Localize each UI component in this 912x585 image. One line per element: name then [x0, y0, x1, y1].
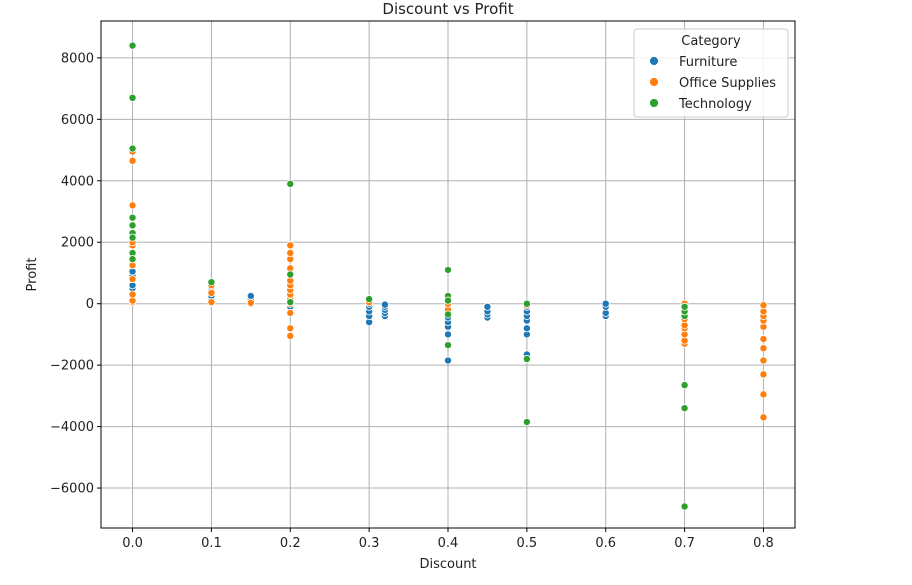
legend-box [633, 28, 789, 118]
y-tick-label: 0 [86, 297, 94, 312]
data-point [128, 255, 137, 264]
x-tick-label: 0.5 [517, 536, 538, 551]
x-tick-label: 0.2 [280, 536, 301, 551]
data-point [128, 41, 137, 50]
legend-item-furniture: Furniture [649, 55, 737, 70]
data-point [680, 302, 689, 311]
data-point [759, 344, 768, 353]
x-tick-label: 0.1 [201, 536, 222, 551]
data-point [207, 298, 216, 307]
legend-marker [649, 56, 659, 66]
data-point [286, 270, 295, 279]
legend-label: Technology [678, 97, 752, 112]
y-tick-label: 4000 [61, 174, 94, 189]
data-point [286, 331, 295, 340]
x-axis-label: Discount [419, 557, 476, 572]
data-point [680, 404, 689, 413]
legend-label: Office Supplies [679, 76, 776, 91]
x-tick-label: 0.7 [674, 536, 695, 551]
data-point [759, 370, 768, 379]
legend-marker [649, 77, 659, 87]
data-point [680, 381, 689, 390]
data-point [286, 248, 295, 257]
y-axis-ticks: 8000 6000 4000 2000 0 −2000 −4000 −6000 [50, 51, 101, 497]
data-point [522, 299, 531, 308]
data-point [443, 341, 452, 350]
data-points [128, 41, 768, 511]
legend-marker [649, 98, 659, 108]
data-point [380, 300, 389, 309]
x-tick-label: 0.0 [122, 536, 143, 551]
data-point [286, 298, 295, 307]
legend-items: Furniture Office Supplies Technology [649, 55, 776, 112]
y-axis-label: Profit [25, 258, 40, 292]
y-tick-label: −4000 [50, 420, 94, 435]
data-point [286, 324, 295, 333]
data-point [128, 213, 137, 222]
y-tick-label: 8000 [61, 51, 94, 66]
legend: Category Furniture Office Supplies Technol… [633, 28, 789, 118]
data-point [443, 356, 452, 365]
data-point [365, 295, 374, 304]
data-point [759, 335, 768, 344]
data-point [680, 502, 689, 511]
y-tick-label: −6000 [50, 482, 94, 497]
data-point [128, 144, 137, 153]
data-point [443, 296, 452, 305]
data-point [522, 417, 531, 426]
x-tick-label: 0.8 [753, 536, 774, 551]
data-point [286, 179, 295, 188]
data-point [207, 288, 216, 297]
data-point [207, 278, 216, 287]
data-point [128, 93, 137, 102]
data-point [443, 265, 452, 274]
data-point [483, 302, 492, 311]
data-point [128, 290, 137, 299]
data-point [128, 221, 137, 230]
data-point [128, 201, 137, 210]
data-point [759, 356, 768, 365]
data-point [522, 324, 531, 333]
x-tick-label: 0.3 [359, 536, 380, 551]
data-point [522, 354, 531, 363]
data-point [759, 390, 768, 399]
legend-item-office-supplies: Office Supplies [649, 76, 776, 91]
data-point [246, 298, 255, 307]
series-technology [128, 41, 689, 511]
data-point [128, 275, 137, 284]
data-point [128, 156, 137, 165]
y-tick-label: 6000 [61, 113, 94, 128]
legend-item-technology: Technology [649, 97, 752, 112]
data-point [443, 310, 452, 319]
y-tick-label: −2000 [50, 359, 94, 374]
data-point [443, 330, 452, 339]
data-point [286, 241, 295, 250]
x-tick-label: 0.4 [438, 536, 459, 551]
data-point [601, 299, 610, 308]
data-point [128, 233, 137, 242]
legend-title: Category [681, 34, 741, 49]
data-point [246, 292, 255, 301]
data-point [759, 301, 768, 310]
data-point [286, 308, 295, 317]
x-tick-label: 0.6 [595, 536, 616, 551]
data-point [759, 413, 768, 422]
x-axis-ticks: 0.0 0.1 0.2 0.3 0.4 0.5 0.6 0.7 0.8 [122, 528, 774, 551]
chart-title: Discount vs Profit [382, 0, 513, 18]
legend-label: Furniture [679, 55, 737, 70]
y-tick-label: 2000 [61, 236, 94, 251]
